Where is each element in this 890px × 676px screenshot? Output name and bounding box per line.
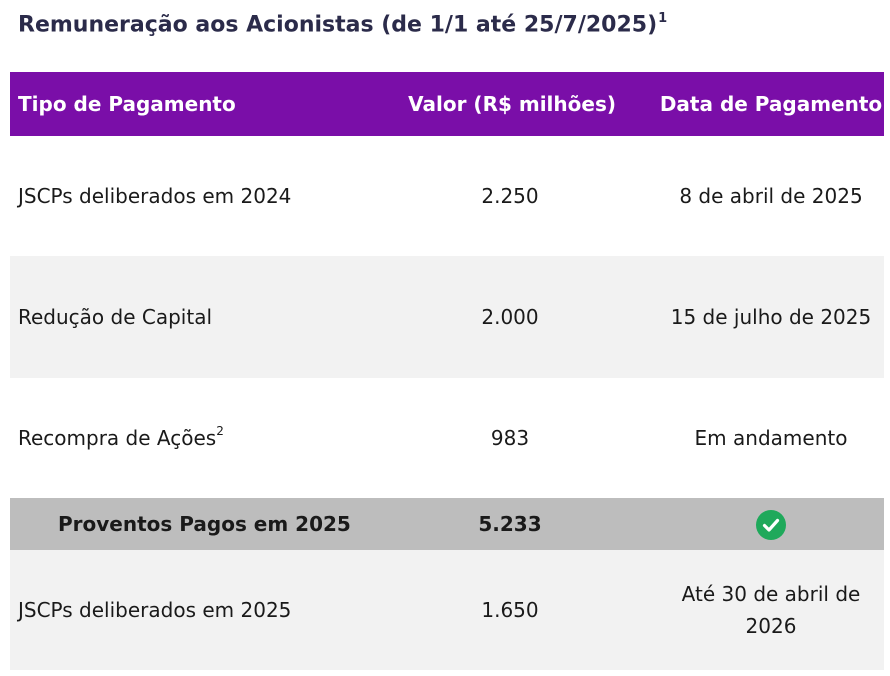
row-tipo: Redução de Capital xyxy=(10,305,362,329)
check-circle-icon xyxy=(756,510,786,541)
row-tipo-text: Recompra de Ações xyxy=(18,426,217,450)
subtotal-status xyxy=(658,508,884,541)
row-tipo-text: Redução de Capital xyxy=(18,305,213,329)
row-tipo: JSCPs deliberados em 2024 xyxy=(10,184,362,208)
row-data: 15 de julho de 2025 xyxy=(670,305,872,329)
row-tipo-footnote: 2 xyxy=(216,424,224,439)
title-text: Remuneração aos Acionistas (de 1/1 até 2… xyxy=(18,12,658,38)
row-valor: 1.650 xyxy=(481,598,539,622)
title-footnote: 1 xyxy=(658,11,668,26)
table-row: Redução de Capital 2.000 15 de julho de … xyxy=(10,256,884,378)
table-header-row: Tipo de Pagamento Valor (R$ milhões) Dat… xyxy=(10,72,884,136)
row-valor: 2.000 xyxy=(481,305,539,329)
row-data: 8 de abril de 2025 xyxy=(679,184,863,208)
subtotal-row: Proventos Pagos em 2025 5.233 xyxy=(10,498,884,550)
header-tipo: Tipo de Pagamento xyxy=(18,92,236,116)
header-data: Data de Pagamento xyxy=(659,92,883,116)
remuneration-table: Tipo de Pagamento Valor (R$ milhões) Dat… xyxy=(10,72,884,670)
subtotal-valor: 5.233 xyxy=(478,512,542,536)
page-title: Remuneração aos Acionistas (de 1/1 até 2… xyxy=(18,2,667,38)
row-valor: 983 xyxy=(490,426,530,450)
table-row: Recompra de Ações2 983 Em andamento xyxy=(10,378,884,498)
header-valor: Valor (R$ milhões) xyxy=(408,92,616,116)
row-valor: 2.250 xyxy=(481,184,539,208)
row-data: Até 30 de abril de 2026 xyxy=(681,582,861,638)
table-row: JSCPs deliberados em 2025 1.650 Até 30 d… xyxy=(10,550,884,670)
table-row: JSCPs deliberados em 2024 2.250 8 de abr… xyxy=(10,136,884,256)
row-data: Em andamento xyxy=(694,426,848,450)
row-tipo: Recompra de Ações2 xyxy=(10,424,362,450)
row-tipo: JSCPs deliberados em 2025 xyxy=(18,598,292,622)
row-tipo-text: JSCPs deliberados em 2024 xyxy=(18,184,292,208)
subtotal-tipo: Proventos Pagos em 2025 xyxy=(58,512,351,536)
